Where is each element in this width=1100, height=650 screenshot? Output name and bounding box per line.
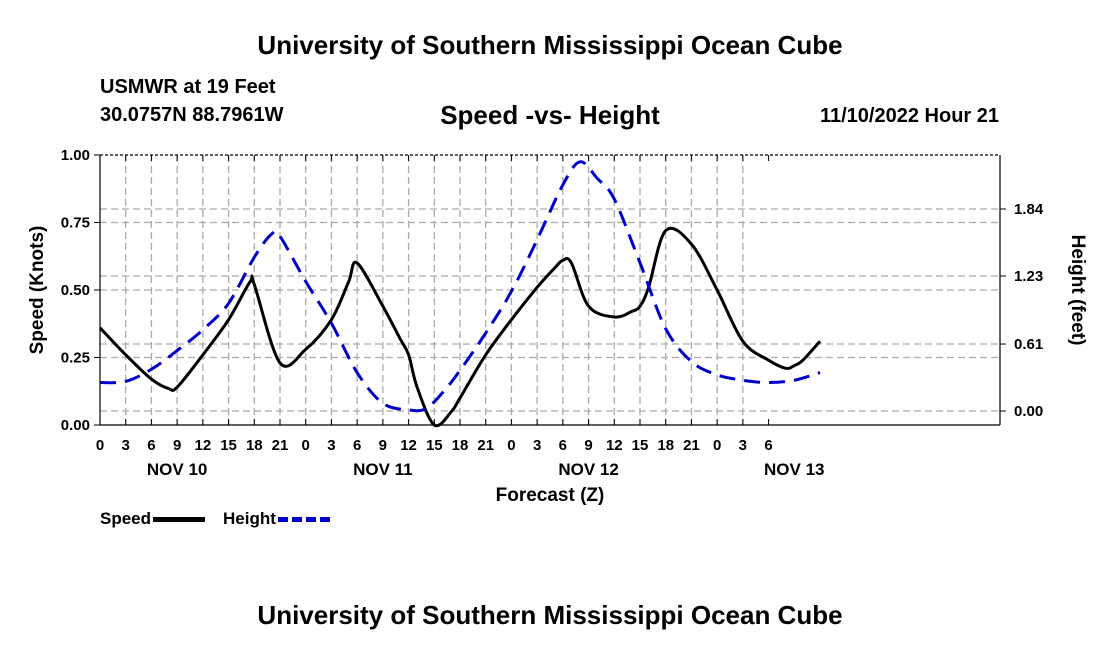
x-tick-label: 18: [452, 437, 469, 454]
series-height-line: [99, 160, 821, 413]
series-speed-line: [98, 226, 822, 428]
y-tick-label: 0.25: [61, 350, 90, 367]
axes: [94, 154, 1006, 426]
y-tick-label: 0.75: [61, 215, 90, 232]
legend-item-height: Height: [223, 509, 330, 529]
x-tick-label: 21: [683, 437, 700, 454]
x-tick-label: 3: [327, 437, 335, 454]
y2-tick-label: 0.61: [1014, 336, 1043, 353]
axis-labels: 0 3 6 9 12 15 18 21 0 3 6 9 12 15 18 21 0 3 6 9 12 15 18 21 0 3 60…: [27, 147, 1088, 506]
x-tick-label: 9: [379, 437, 387, 454]
y2-tick-label: 1.84: [1014, 201, 1044, 218]
y2-tick-label: 1.23: [1014, 268, 1043, 285]
x-tick-label: 21: [272, 437, 289, 454]
chart-title: Speed -vs- Height: [440, 100, 660, 130]
x-axis-title: Forecast (Z): [496, 485, 605, 506]
grid: [100, 155, 1000, 425]
y2-tick-label: 0.00: [1014, 403, 1043, 420]
day-label: NOV 11: [353, 460, 413, 479]
x-tick-label: 12: [606, 437, 623, 454]
legend-item-speed: Speed: [100, 509, 206, 529]
y-tick-label: 0.00: [61, 417, 90, 434]
x-tick-label: 0: [302, 437, 310, 454]
x-tick-label: 15: [220, 437, 237, 454]
station-name: USMWR at 19 Feet: [100, 76, 276, 98]
x-tick-label: 6: [147, 437, 155, 454]
x-tick-label: 6: [353, 437, 361, 454]
x-tick-label: 21: [477, 437, 494, 454]
legend-height-label: Height: [223, 509, 276, 528]
x-tick-label: 3: [122, 437, 130, 454]
x-tick-label: 6: [559, 437, 567, 454]
legend-height-swatch: [277, 516, 330, 522]
forecast-datetime: 11/10/2022 Hour 21: [819, 105, 999, 127]
x-tick-label: 9: [173, 437, 181, 454]
x-tick-label: 9: [584, 437, 592, 454]
x-tick-label: 12: [195, 437, 212, 454]
day-label: NOV 10: [147, 460, 207, 479]
series-layer: [98, 160, 822, 428]
legend-speed-swatch: [153, 516, 206, 522]
x-tick-label: 3: [533, 437, 541, 454]
y2-axis-title: Height (feet): [1067, 235, 1088, 346]
day-label: NOV 13: [764, 460, 824, 479]
x-tick-label: 0: [713, 437, 721, 454]
legend-speed-label: Speed: [100, 509, 152, 528]
page-title: University of Southern Mississippi Ocean…: [257, 30, 843, 60]
station-coordinates: 30.0757N 88.7961W: [100, 104, 284, 126]
x-tick-label: 18: [657, 437, 674, 454]
x-tick-label: 3: [739, 437, 747, 454]
x-tick-label: 0: [507, 437, 515, 454]
x-tick-label: 15: [426, 437, 443, 454]
day-label: NOV 12: [558, 460, 618, 479]
legend: Speed Height: [100, 509, 348, 529]
y-axis-title: Speed (Knots): [27, 226, 48, 355]
y-tick-label: 0.50: [61, 282, 90, 299]
x-tick-label: 0: [96, 437, 104, 454]
x-tick-label: 18: [246, 437, 263, 454]
footer-title: University of Southern Mississippi Ocean…: [257, 600, 843, 630]
x-tick-label: 6: [764, 437, 772, 454]
y-tick-label: 1.00: [61, 147, 90, 164]
x-tick-label: 12: [400, 437, 417, 454]
x-tick-label: 15: [632, 437, 649, 454]
